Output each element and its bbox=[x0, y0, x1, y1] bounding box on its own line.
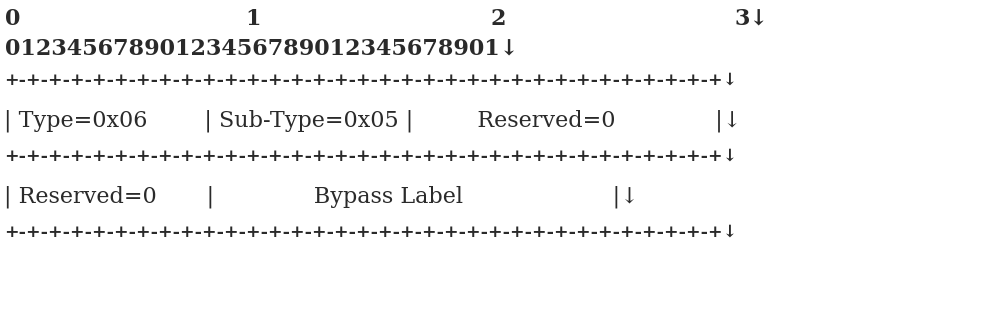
Text: +-+-+-+-+-+-+-+-+-+-+-+-+-+-+-+-+-+-+-+-+-+-+-+-+-+-+-+-+-+-+-+-+↓: +-+-+-+-+-+-+-+-+-+-+-+-+-+-+-+-+-+-+-+-… bbox=[4, 224, 737, 241]
Text: +-+-+-+-+-+-+-+-+-+-+-+-+-+-+-+-+-+-+-+-+-+-+-+-+-+-+-+-+-+-+-+-+↓: +-+-+-+-+-+-+-+-+-+-+-+-+-+-+-+-+-+-+-+-… bbox=[4, 72, 737, 89]
Text: 01234567890123456789012345678901↓: 01234567890123456789012345678901↓ bbox=[5, 38, 518, 60]
Text: | Reserved=0       |              Bypass Label                     |↓: | Reserved=0 | Bypass Label |↓ bbox=[4, 186, 639, 209]
Text: 3↓: 3↓ bbox=[735, 8, 769, 30]
Text: | Type=0x06        | Sub-Type=0x05 |         Reserved=0              |↓: | Type=0x06 | Sub-Type=0x05 | Reserved=0… bbox=[4, 110, 741, 133]
Text: 0: 0 bbox=[5, 8, 20, 30]
Text: 1: 1 bbox=[245, 8, 260, 30]
Text: 2: 2 bbox=[490, 8, 506, 30]
Text: +-+-+-+-+-+-+-+-+-+-+-+-+-+-+-+-+-+-+-+-+-+-+-+-+-+-+-+-+-+-+-+-+↓: +-+-+-+-+-+-+-+-+-+-+-+-+-+-+-+-+-+-+-+-… bbox=[4, 148, 737, 165]
